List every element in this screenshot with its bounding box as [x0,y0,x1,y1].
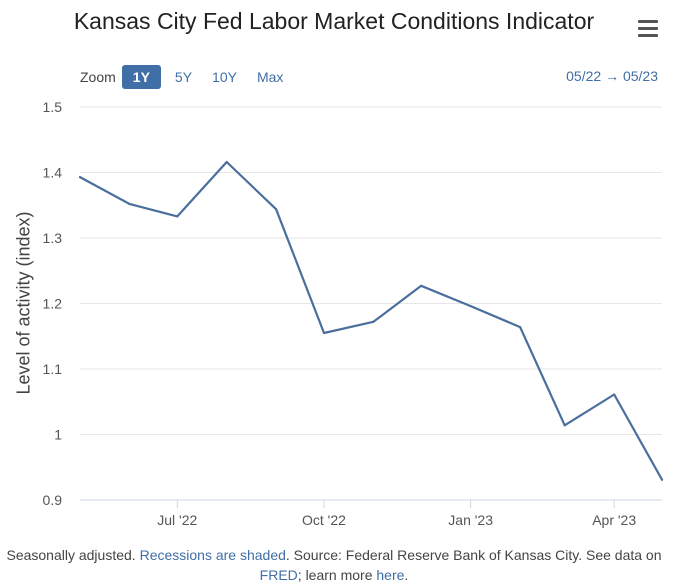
footer-text: ; learn more [297,567,373,583]
y-tick-label: 1 [54,427,62,443]
chart-title: Kansas City Fed Labor Market Conditions … [73,8,595,34]
data-point [563,424,566,427]
data-point [613,393,616,396]
y-tick-labels: 0.9 1 1.1 1.2 1.3 1.4 1.5 [43,99,63,508]
menu-bar [638,34,658,37]
x-tick-label: Jul '22 [157,512,197,528]
date-range: 05/22 → 05/23 [566,68,658,84]
y-tick-label: 0.9 [43,492,63,508]
series-lines [78,160,664,481]
data-point [275,208,278,211]
x-tick-label: Oct '22 [302,512,346,528]
menu-bar [638,27,658,30]
data-point [322,331,326,335]
series-line [78,160,664,481]
fred-link[interactable]: FRED [259,567,298,583]
y-tick-label: 1.5 [43,99,63,115]
zoom-max-button[interactable]: Max [256,69,284,85]
data-point [372,320,375,323]
data-point [660,478,664,481]
grid-lines [80,106,662,435]
data-point [176,215,179,218]
y-tick-label: 1.2 [43,296,63,312]
zoom-5y-button[interactable]: 5Y [174,69,193,85]
data-point [420,284,423,287]
zoom-label: Zoom [80,69,116,85]
y-tick-label: 1.3 [43,230,63,246]
footer-text: Seasonally adjusted. [6,547,136,563]
footer-text: . Source: Federal Reserve Bank of Kansas… [285,547,662,563]
data-point [128,202,131,206]
data-point [225,160,228,164]
x-axis: Jul '22 Oct '22 Jan '23 Apr '23 [80,499,662,528]
hamburger-menu-icon[interactable] [636,17,660,39]
footer-note: Seasonally adjusted. Recessions are shad… [0,545,668,585]
data-point [469,305,472,308]
data-point [78,175,82,179]
y-tick-label: 1.1 [43,361,63,377]
x-tick-label: Apr '23 [592,512,636,528]
learn-more-link[interactable]: here [376,567,405,583]
menu-bar [638,20,658,23]
footer-text: . [404,567,409,583]
zoom-1y-button[interactable]: 1Y [121,65,161,89]
x-tick-label: Jan '23 [448,512,493,528]
y-tick-label: 1.4 [43,165,63,181]
zoom-controls: Zoom 1Y 5Y 10Y Max [80,64,297,90]
data-point [518,325,522,329]
zoom-10y-button[interactable]: 10Y [212,69,237,85]
recessions-link[interactable]: Recessions are shaded [139,547,286,563]
